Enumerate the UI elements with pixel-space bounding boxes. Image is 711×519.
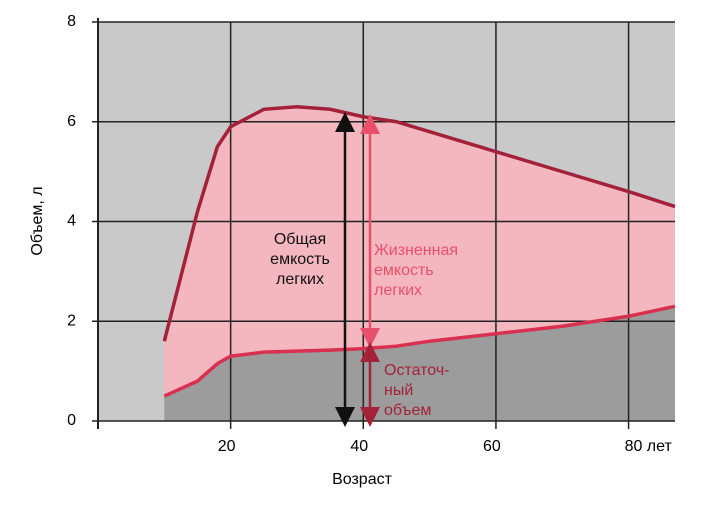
annotation: Остаточ- bbox=[384, 362, 450, 379]
x-tick-label: 60 bbox=[483, 438, 501, 455]
annotation: легких bbox=[276, 271, 324, 288]
annotation: легких bbox=[374, 282, 422, 299]
y-tick-label: 0 bbox=[67, 412, 76, 429]
annotation: емкость bbox=[270, 251, 330, 268]
residual-area bbox=[164, 306, 675, 421]
annotation: ный bbox=[384, 382, 413, 399]
x-tick-label: 40 bbox=[350, 438, 368, 455]
annotation: емкость bbox=[374, 262, 434, 279]
annotation: Общая bbox=[274, 231, 326, 248]
y-axis-label: Объем, л bbox=[29, 186, 46, 255]
y-tick-label: 6 bbox=[67, 113, 76, 130]
y-tick-label: 4 bbox=[67, 213, 76, 230]
x-axis-label: Возраст bbox=[332, 471, 393, 488]
y-tick-label: 8 bbox=[67, 13, 76, 30]
x-tick-label: 20 bbox=[218, 438, 236, 455]
vital-area bbox=[164, 106, 675, 397]
annotation: объем bbox=[384, 402, 431, 419]
x-tick-label: 80 лет bbox=[625, 438, 673, 455]
y-tick-label: 2 bbox=[67, 312, 76, 329]
annotation: Жизненная bbox=[374, 242, 458, 259]
